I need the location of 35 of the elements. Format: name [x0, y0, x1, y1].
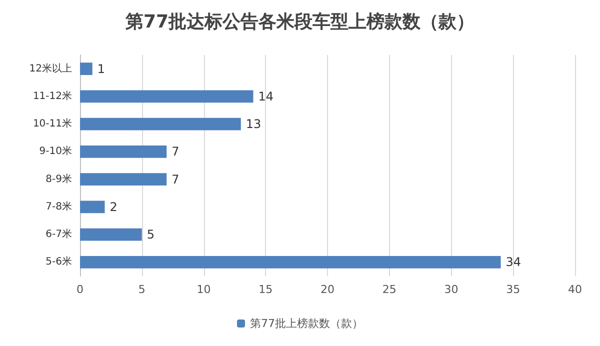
x-tick-label: 10 [196, 283, 211, 296]
data-label: 1 [97, 62, 106, 76]
data-label: 2 [110, 200, 118, 214]
data-label: 5 [146, 228, 155, 242]
y-tick-label: 11-12米 [32, 90, 72, 102]
data-label: 14 [258, 89, 274, 104]
x-tick-label: 15 [258, 283, 273, 296]
y-tick-label: 8-9米 [46, 172, 72, 185]
x-tick-label: 20 [320, 283, 334, 296]
data-label: 7 [172, 172, 180, 186]
chart-title: 第77批达标公告各米段车型上榜款数（款） [124, 12, 475, 32]
x-tick-label: 35 [506, 283, 520, 296]
data-label: 13 [246, 117, 262, 132]
y-tick-label: 6-7米 [46, 228, 72, 240]
y-tick-label: 5-6米 [46, 256, 72, 268]
bar [80, 145, 167, 158]
bar [80, 256, 501, 268]
bar [80, 200, 105, 214]
legend-label: 第77批上榜款数（款） [250, 317, 363, 330]
bar [80, 90, 254, 103]
data-label: 34 [506, 255, 522, 270]
x-tick-label: 30 [444, 283, 458, 296]
y-tick-label: 12米以上 [29, 62, 72, 74]
y-tick-label: 7-8米 [46, 200, 72, 212]
data-label: 7 [172, 144, 180, 159]
bar [80, 228, 142, 241]
x-tick-label: 40 [568, 283, 582, 296]
x-tick-label: 25 [382, 283, 396, 296]
x-tick-label: 5 [138, 283, 146, 296]
bar [80, 173, 167, 186]
y-tick-label: 9-10米 [39, 145, 72, 158]
bar [80, 118, 241, 130]
bar [80, 62, 92, 76]
y-tick-label: 10-11米 [32, 118, 72, 130]
x-tick-label: 0 [76, 283, 84, 296]
